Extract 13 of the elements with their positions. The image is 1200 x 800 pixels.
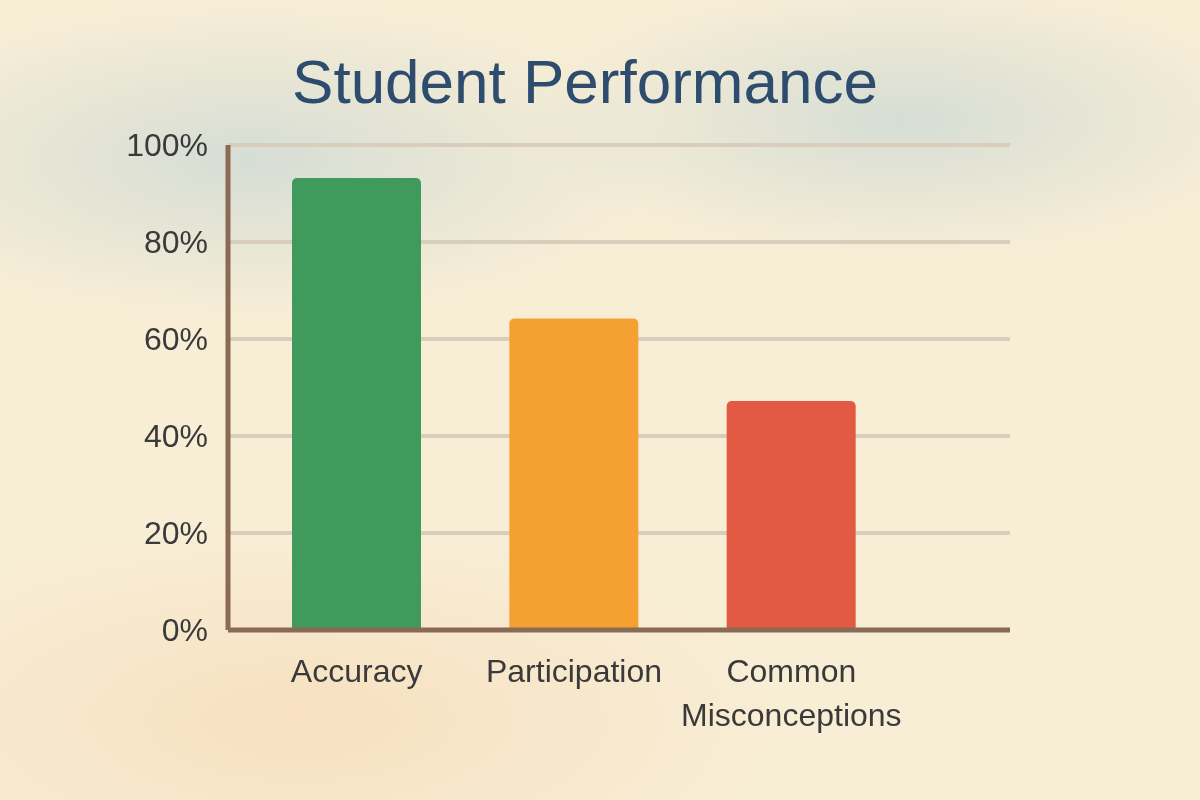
y-tick-label: 60%	[143, 321, 208, 358]
y-tick-label: 80%	[143, 224, 208, 261]
bar	[509, 318, 639, 630]
x-tick-label: Participation	[485, 653, 663, 689]
y-tick-label: 20%	[143, 515, 208, 552]
chart-title: Student Performance	[291, 46, 879, 118]
bar	[292, 177, 421, 630]
x-tick-label: Common Misconceptions	[681, 653, 902, 733]
y-tick-label: 100%	[126, 127, 208, 164]
x-tick-label: Accuracy	[290, 653, 423, 689]
bar	[726, 401, 856, 630]
y-tick-label: 0%	[161, 612, 208, 649]
y-tick-label: 40%	[143, 418, 208, 455]
